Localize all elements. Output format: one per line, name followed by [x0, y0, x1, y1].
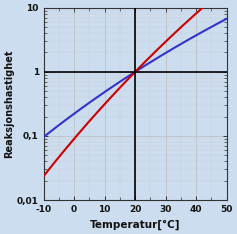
Y-axis label: Reaksjonshastighet: Reaksjonshastighet: [4, 50, 14, 158]
X-axis label: Temperatur[°C]: Temperatur[°C]: [90, 219, 180, 230]
